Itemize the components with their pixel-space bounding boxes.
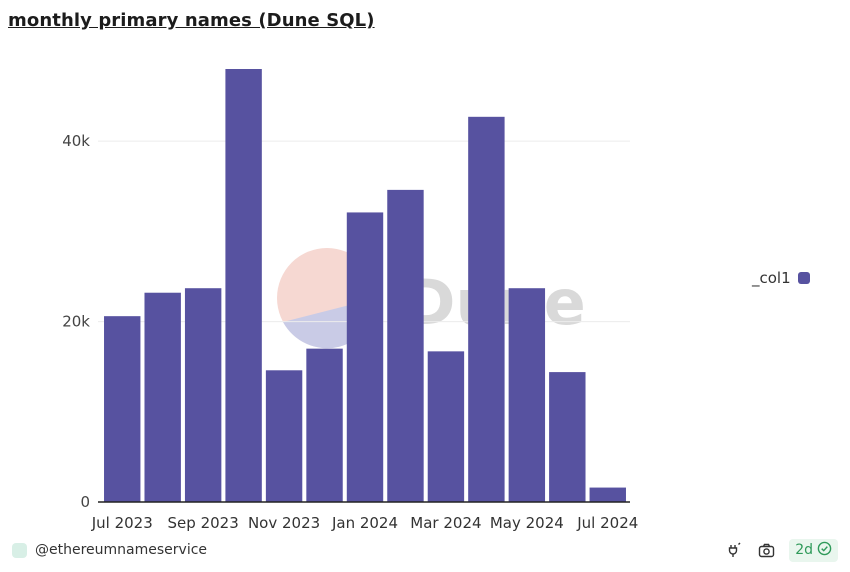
x-tick-label: Sep 2023 (168, 514, 239, 532)
bar[interactable] (144, 292, 181, 502)
bar[interactable] (346, 212, 384, 502)
x-tick-label: Mar 2024 (410, 514, 481, 532)
y-tick-label: 0 (80, 493, 90, 511)
bar[interactable] (589, 487, 626, 502)
x-tick-label: May 2024 (490, 514, 564, 532)
x-tick-label: Jul 2024 (576, 514, 638, 532)
bar[interactable] (508, 288, 546, 502)
bar[interactable] (387, 189, 424, 503)
bar[interactable] (225, 69, 262, 502)
bar[interactable] (265, 370, 303, 502)
bar[interactable] (184, 288, 222, 502)
author[interactable]: @ethereumnameservice (12, 542, 207, 558)
footer: @ethereumnameservice 2d (0, 536, 850, 564)
legend[interactable]: _col1 (752, 269, 810, 287)
y-tick-label: 20k (62, 313, 90, 331)
x-tick-label: Jan 2024 (331, 514, 398, 532)
camera-icon[interactable] (757, 541, 775, 559)
bar[interactable] (427, 351, 465, 502)
y-tick-label: 40k (62, 132, 90, 150)
check-circle-icon (817, 541, 832, 560)
legend-swatch (797, 272, 810, 284)
x-tick-label: Jul 2023 (91, 514, 153, 532)
bar[interactable] (104, 316, 141, 502)
avatar (12, 542, 27, 558)
chart-title[interactable]: monthly primary names (Dune SQL) (8, 10, 375, 31)
x-tick-label: Nov 2023 (248, 514, 320, 532)
legend-label: _col1 (752, 269, 791, 287)
bar[interactable] (468, 116, 505, 502)
age-badge: 2d (789, 538, 838, 562)
bar[interactable] (306, 348, 343, 502)
author-name: @ethereumnameservice (35, 542, 208, 558)
refresh-plug-icon[interactable] (725, 541, 743, 559)
age-text: 2d (795, 542, 813, 558)
footer-actions: 2d (725, 538, 838, 562)
bar[interactable] (549, 372, 586, 502)
